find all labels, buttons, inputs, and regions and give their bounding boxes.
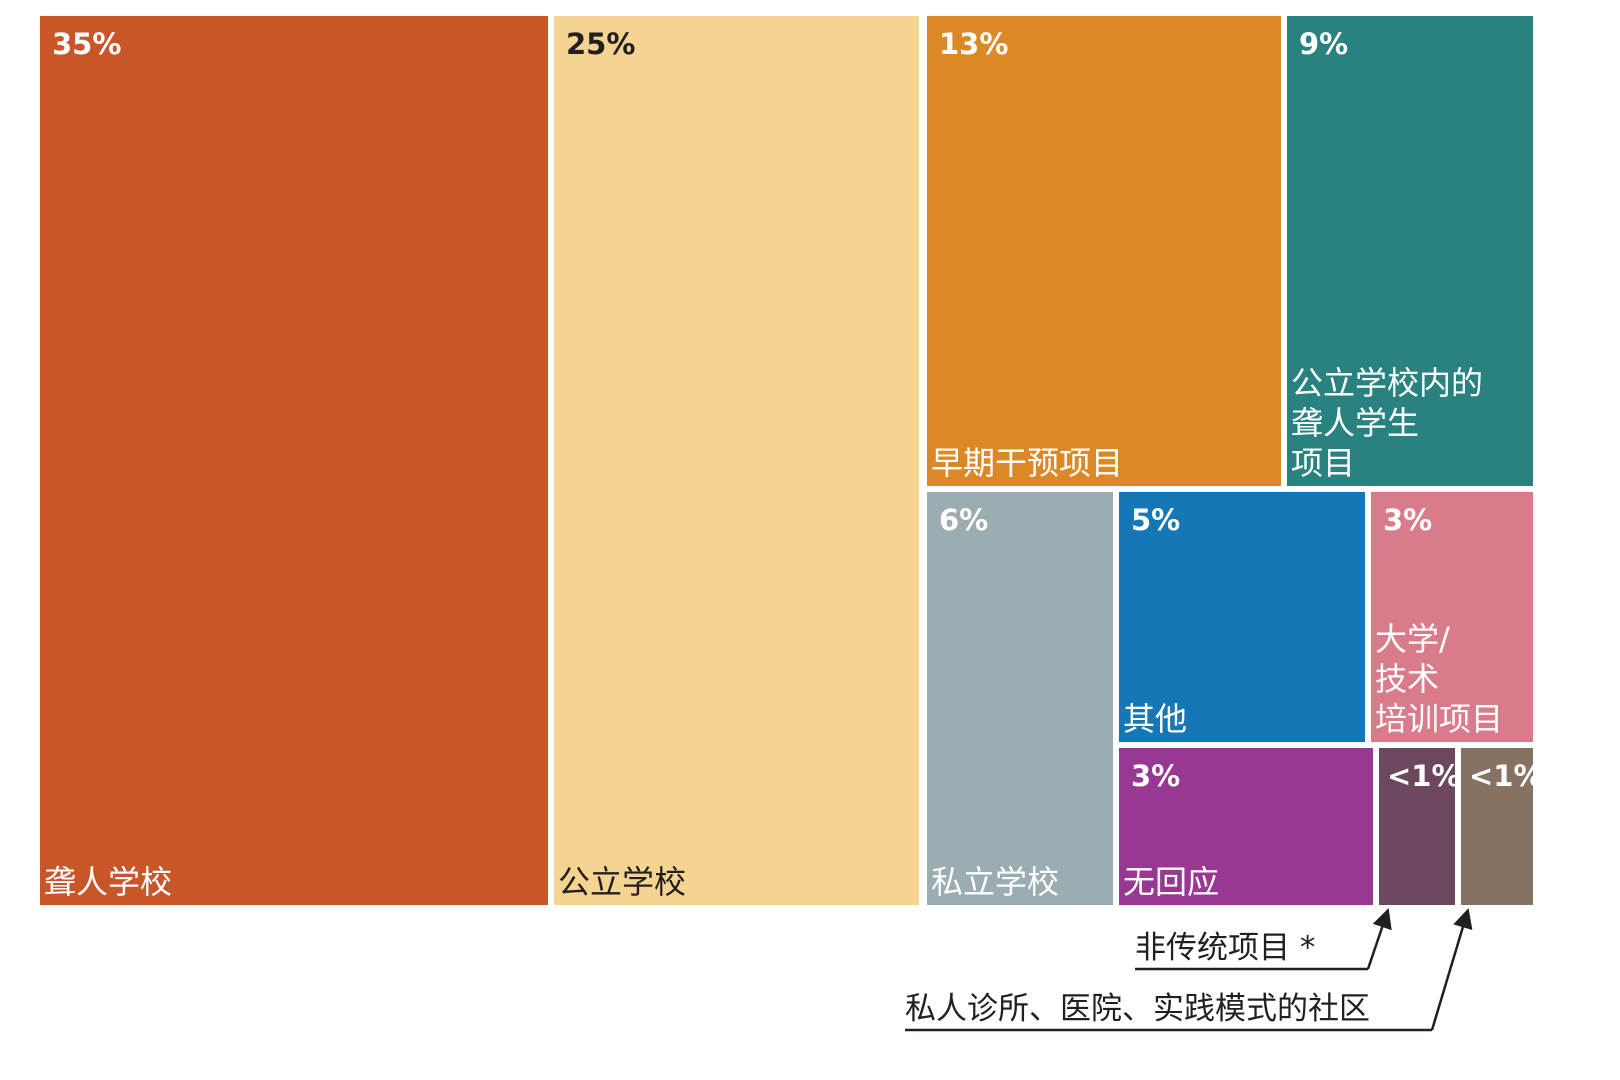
treemap-tile: 6% 私立学校 (927, 492, 1113, 905)
tile-category-label: 私立学校 (931, 863, 1059, 901)
tile-category-label: 无回应 (1123, 863, 1219, 901)
tile-category-label: 公立学校 (558, 863, 686, 901)
tile-rect (927, 16, 1281, 486)
tile-value-label: 3% (1383, 503, 1432, 537)
tile-rect (1119, 748, 1373, 905)
tile-category-label: 早期干预项目 (931, 444, 1123, 482)
tile-category-label: 其他 (1123, 700, 1187, 738)
treemap-tile: 13% 早期干预项目 (927, 16, 1281, 486)
tile-rect (554, 16, 919, 905)
callout-2: 私人诊所、医院、实践模式的社区 (905, 908, 1473, 1032)
tile-rect (1371, 492, 1533, 742)
tile-rect (1287, 16, 1533, 486)
tile-value-label: 25% (566, 27, 635, 61)
treemap-tile: 35% 聋人学校 (40, 16, 548, 905)
tile-value-label: 6% (939, 503, 988, 537)
tile-value-label: 13% (939, 27, 1008, 61)
treemap-tile: <1% (1461, 748, 1543, 905)
tile-category-label: 大学/ (1375, 620, 1450, 658)
tile-rect (1119, 492, 1365, 742)
callout-label: 非传统项目 * (1135, 930, 1315, 966)
tile-rect (40, 16, 548, 905)
callout-arrow (1430, 908, 1473, 1031)
tile-category-label: 技术 (1375, 660, 1439, 698)
tile-rect (1379, 748, 1455, 905)
tile-value-label: <1% (1387, 759, 1461, 793)
treemap-tile: 25% 公立学校 (554, 16, 919, 905)
callout-arrow (1366, 908, 1392, 970)
tile-category-label: 公立学校内的 (1291, 364, 1483, 402)
tile-category-label: 培训项目 (1375, 700, 1503, 738)
tile-value-label: 35% (52, 27, 121, 61)
tile-rect (927, 492, 1113, 905)
tile-category-label: 项目 (1291, 444, 1355, 482)
callout-annotations: 非传统项目 * 私人诊所、医院、实践模式的社区 (905, 908, 1473, 1032)
tile-value-label: 5% (1131, 503, 1180, 537)
tile-value-label: <1% (1469, 759, 1543, 793)
tile-category-label: 聋人学校 (44, 863, 172, 901)
tile-rect (1461, 748, 1533, 905)
treemap-tile: 3% 无回应 (1119, 748, 1373, 905)
tile-value-label: 9% (1299, 27, 1348, 61)
treemap-tile: 5% 其他 (1119, 492, 1365, 742)
callout-1: 非传统项目 * (1135, 908, 1392, 971)
callout-label: 私人诊所、医院、实践模式的社区 (905, 991, 1370, 1027)
treemap-tile: <1% (1379, 748, 1461, 905)
tile-category-label: 聋人学生 (1291, 404, 1419, 442)
tile-value-label: 3% (1131, 759, 1180, 793)
